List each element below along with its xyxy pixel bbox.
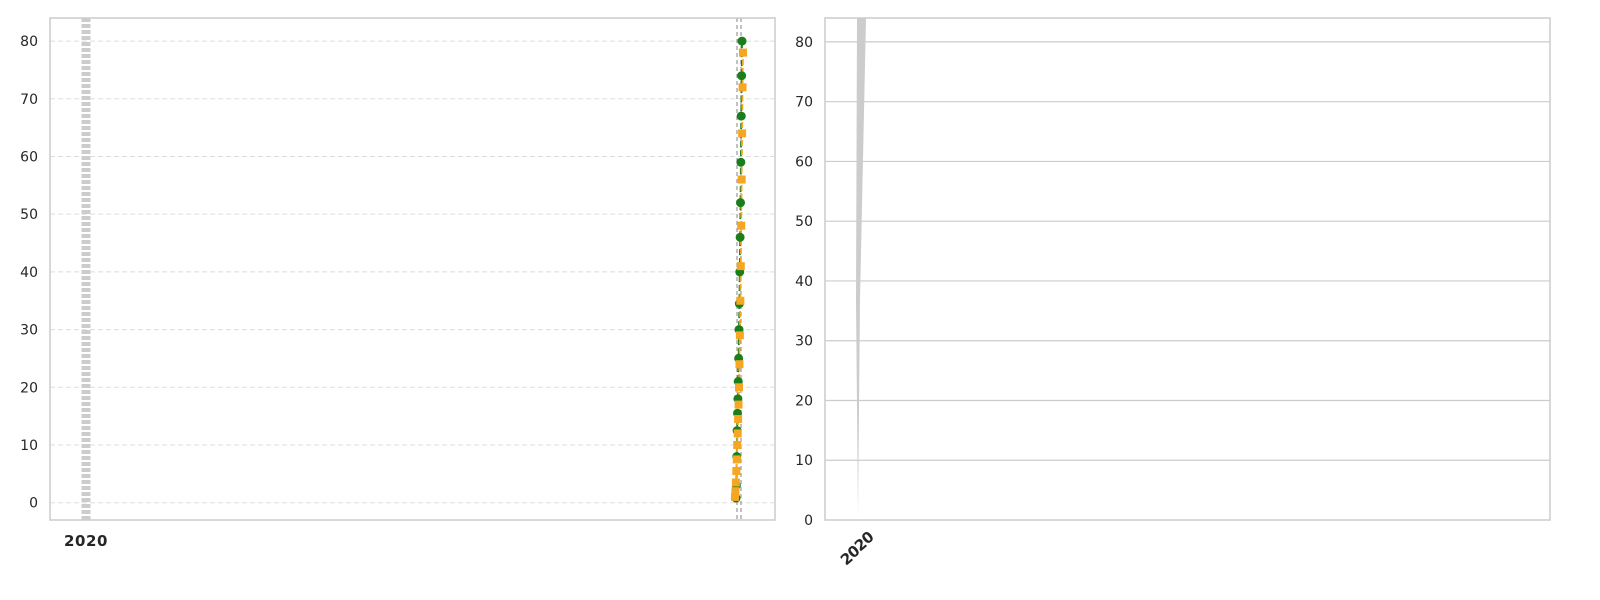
series-2-point [732, 455, 741, 464]
right-plot-frame [824, 17, 1551, 521]
left-y-tick-labels: 0 10 20 30 40 50 60 70 80 [20, 34, 38, 512]
right-y-tick-label: 80 [795, 35, 813, 51]
left-y-tick-label: 50 [20, 207, 38, 223]
series-2-point [731, 487, 740, 496]
series-2-point [736, 296, 745, 305]
series-2-point [739, 48, 747, 57]
left-x-tick-label: 2 [86, 532, 96, 550]
series-2-point [734, 415, 743, 424]
right-y-tick-label: 10 [795, 453, 813, 469]
series-2-point [735, 383, 743, 392]
series-2-point [738, 129, 747, 138]
area-wedge [856, 18, 866, 515]
series-1-point [736, 111, 746, 121]
left-x-tick-label: 0 [97, 532, 107, 550]
right-y-tick-labels: 0 10 20 30 40 50 60 70 80 [795, 35, 813, 529]
series-1-point [735, 232, 745, 242]
left-y-tick-label: 80 [20, 34, 38, 50]
right-y-tick-label: 20 [795, 393, 813, 409]
right-gridlines [825, 41, 1550, 461]
series-2-point [734, 400, 743, 409]
series-2-point [737, 221, 746, 230]
series-2-point [737, 175, 746, 184]
series-2-point [735, 360, 744, 369]
series-2-point [732, 466, 741, 475]
left-y-tick-label: 0 [29, 496, 38, 512]
left-series-group [731, 36, 747, 503]
right-y-tick-label: 70 [795, 95, 813, 111]
left-gridlines [50, 40, 775, 504]
left-x-tick-label: 2 [64, 532, 74, 550]
right-y-tick-label: 60 [795, 154, 813, 170]
series-2-point [731, 478, 740, 487]
right-area-series [856, 18, 866, 515]
series-1-point [737, 71, 747, 81]
right-y-tick-label: 40 [795, 274, 813, 290]
left-x-tick-label: 0 [75, 532, 85, 550]
series-2-point [731, 492, 739, 501]
left-y-tick-label: 10 [20, 438, 38, 454]
series-1-point [737, 36, 747, 46]
left-y-tick-label: 30 [20, 323, 38, 339]
left-y-tick-label: 60 [20, 149, 38, 165]
series-2-point [738, 83, 747, 92]
left-y-tick-label: 20 [20, 380, 38, 396]
left-y-tick-label: 40 [20, 265, 38, 281]
left-y-tick-label: 70 [20, 92, 38, 108]
right-y-tick-label: 0 [804, 513, 813, 529]
left-plot-frame [49, 17, 776, 521]
series-1-point [736, 198, 745, 208]
right-y-tick-label: 50 [795, 214, 813, 230]
series-2-point [733, 429, 742, 438]
series-2-point [733, 440, 742, 449]
series-2-point [736, 262, 745, 271]
series-1-point [736, 157, 746, 167]
series-2-point [735, 331, 744, 340]
right-y-tick-label: 30 [795, 334, 813, 350]
